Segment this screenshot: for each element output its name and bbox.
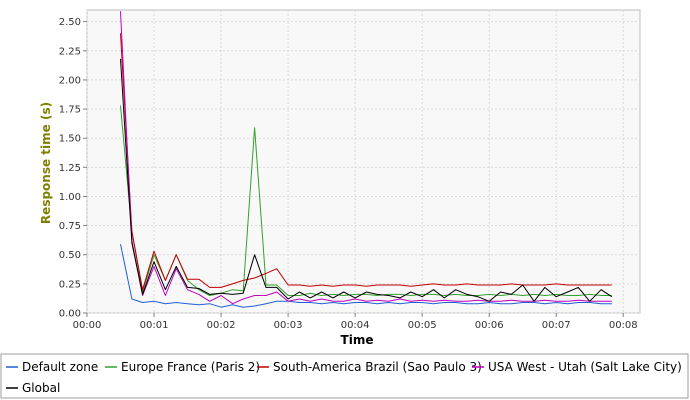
series-line-default-zone <box>120 244 612 308</box>
x-tick-label: 00:05 <box>408 320 437 331</box>
y-tick-label: 2.25 <box>59 46 81 57</box>
x-tick-label: 00:02 <box>207 320 236 331</box>
axes: 0.00 0.25 0.50 0.75 1.00 1.25 1.50 1.75 2.00 2.25… <box>59 17 638 331</box>
legend-label: Europe France (Paris 2) <box>121 360 260 374</box>
x-tick-label: 00:08 <box>609 320 638 331</box>
legend-box <box>0 353 689 399</box>
y-tick-label: 2.50 <box>59 17 81 28</box>
y-tick-label: 1.00 <box>59 192 81 203</box>
y-tick-label: 0.00 <box>59 309 81 320</box>
y-tick-label: 1.75 <box>59 105 81 116</box>
x-tick-label: 00:01 <box>140 320 169 331</box>
y-tick-label: 1.50 <box>59 134 81 145</box>
y-tick-label: 0.25 <box>59 279 81 290</box>
legend-label: Default zone <box>22 360 98 374</box>
y-axis-title: Response time (s) <box>39 102 53 224</box>
x-tick-label: 00:07 <box>542 320 571 331</box>
x-tick-label: 00:06 <box>475 320 504 331</box>
legend: Default zone Europe France (Paris 2) South… <box>0 353 689 399</box>
legend-label: Global <box>22 381 60 395</box>
y-tick-label: 1.25 <box>59 163 81 174</box>
series-lines <box>120 11 613 308</box>
legend-label: South-America Brazil (Sao Paulo 3) <box>273 360 482 374</box>
series-line-global <box>120 58 613 302</box>
x-axis-title: Time <box>341 333 374 347</box>
grid <box>86 10 640 314</box>
y-tick-label: 0.75 <box>59 221 81 232</box>
legend-label: USA West - Utah (Salt Lake City) <box>488 360 682 374</box>
x-tick-label: 00:04 <box>341 320 370 331</box>
x-tick-label: 00:00 <box>73 320 102 331</box>
series-line-south-america-brazil-sao-paulo-3 <box>120 33 612 291</box>
series-line-europe-france-paris-2 <box>120 105 612 296</box>
plot-area <box>86 9 641 314</box>
y-tick-label: 2.00 <box>59 75 81 86</box>
y-tick-label: 0.50 <box>59 250 81 261</box>
x-tick-label: 00:03 <box>274 320 303 331</box>
series-line-usa-west-utah-salt-lake-city <box>120 11 612 305</box>
